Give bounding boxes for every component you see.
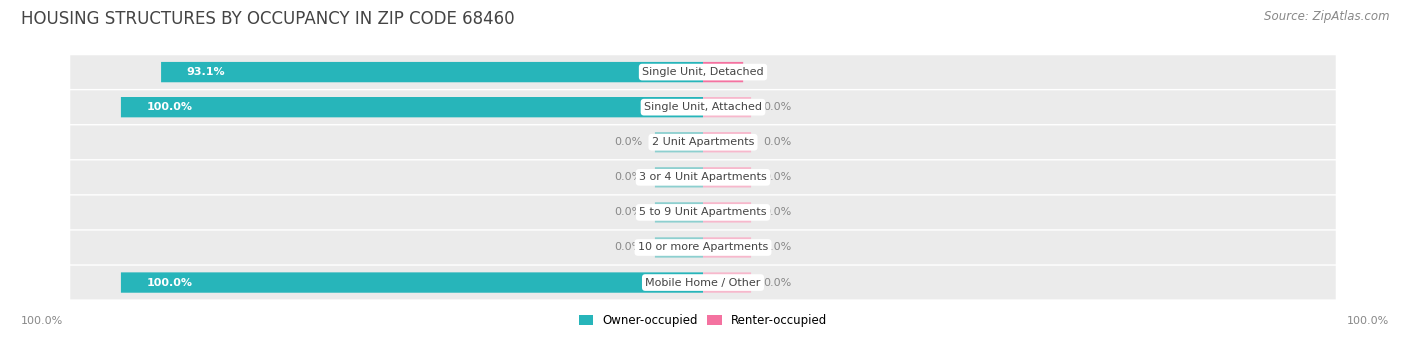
- FancyBboxPatch shape: [703, 237, 751, 258]
- Text: 10 or more Apartments: 10 or more Apartments: [638, 242, 768, 252]
- Text: 0.0%: 0.0%: [614, 207, 643, 218]
- Text: 5 to 9 Unit Apartments: 5 to 9 Unit Apartments: [640, 207, 766, 218]
- Text: 0.0%: 0.0%: [614, 137, 643, 147]
- FancyBboxPatch shape: [70, 55, 1336, 89]
- Text: 93.1%: 93.1%: [187, 67, 225, 77]
- Text: 100.0%: 100.0%: [146, 278, 193, 287]
- Text: 0.0%: 0.0%: [763, 137, 792, 147]
- FancyBboxPatch shape: [703, 62, 744, 82]
- Text: HOUSING STRUCTURES BY OCCUPANCY IN ZIP CODE 68460: HOUSING STRUCTURES BY OCCUPANCY IN ZIP C…: [21, 10, 515, 28]
- FancyBboxPatch shape: [655, 237, 703, 258]
- Text: 0.0%: 0.0%: [763, 242, 792, 252]
- FancyBboxPatch shape: [703, 132, 751, 152]
- Text: 100.0%: 100.0%: [21, 315, 63, 326]
- FancyBboxPatch shape: [70, 231, 1336, 264]
- FancyBboxPatch shape: [121, 272, 703, 293]
- FancyBboxPatch shape: [162, 62, 703, 82]
- FancyBboxPatch shape: [70, 90, 1336, 124]
- FancyBboxPatch shape: [70, 195, 1336, 229]
- Legend: Owner-occupied, Renter-occupied: Owner-occupied, Renter-occupied: [574, 309, 832, 332]
- FancyBboxPatch shape: [121, 97, 703, 117]
- FancyBboxPatch shape: [703, 272, 751, 293]
- Text: 0.0%: 0.0%: [763, 278, 792, 287]
- Text: Source: ZipAtlas.com: Source: ZipAtlas.com: [1264, 10, 1389, 23]
- Text: 3 or 4 Unit Apartments: 3 or 4 Unit Apartments: [640, 172, 766, 182]
- Text: Single Unit, Attached: Single Unit, Attached: [644, 102, 762, 112]
- FancyBboxPatch shape: [655, 132, 703, 152]
- FancyBboxPatch shape: [703, 202, 751, 223]
- FancyBboxPatch shape: [703, 167, 751, 188]
- Text: Single Unit, Detached: Single Unit, Detached: [643, 67, 763, 77]
- Text: 0.0%: 0.0%: [763, 172, 792, 182]
- Text: 6.9%: 6.9%: [686, 67, 718, 77]
- FancyBboxPatch shape: [703, 97, 751, 117]
- FancyBboxPatch shape: [70, 125, 1336, 159]
- Text: 2 Unit Apartments: 2 Unit Apartments: [652, 137, 754, 147]
- Text: 100.0%: 100.0%: [1347, 315, 1389, 326]
- Text: 0.0%: 0.0%: [763, 207, 792, 218]
- Text: 0.0%: 0.0%: [763, 102, 792, 112]
- Text: Mobile Home / Other: Mobile Home / Other: [645, 278, 761, 287]
- FancyBboxPatch shape: [655, 202, 703, 223]
- Text: 0.0%: 0.0%: [614, 172, 643, 182]
- Text: 0.0%: 0.0%: [614, 242, 643, 252]
- FancyBboxPatch shape: [70, 266, 1336, 299]
- Text: 100.0%: 100.0%: [146, 102, 193, 112]
- FancyBboxPatch shape: [655, 167, 703, 188]
- FancyBboxPatch shape: [70, 161, 1336, 194]
